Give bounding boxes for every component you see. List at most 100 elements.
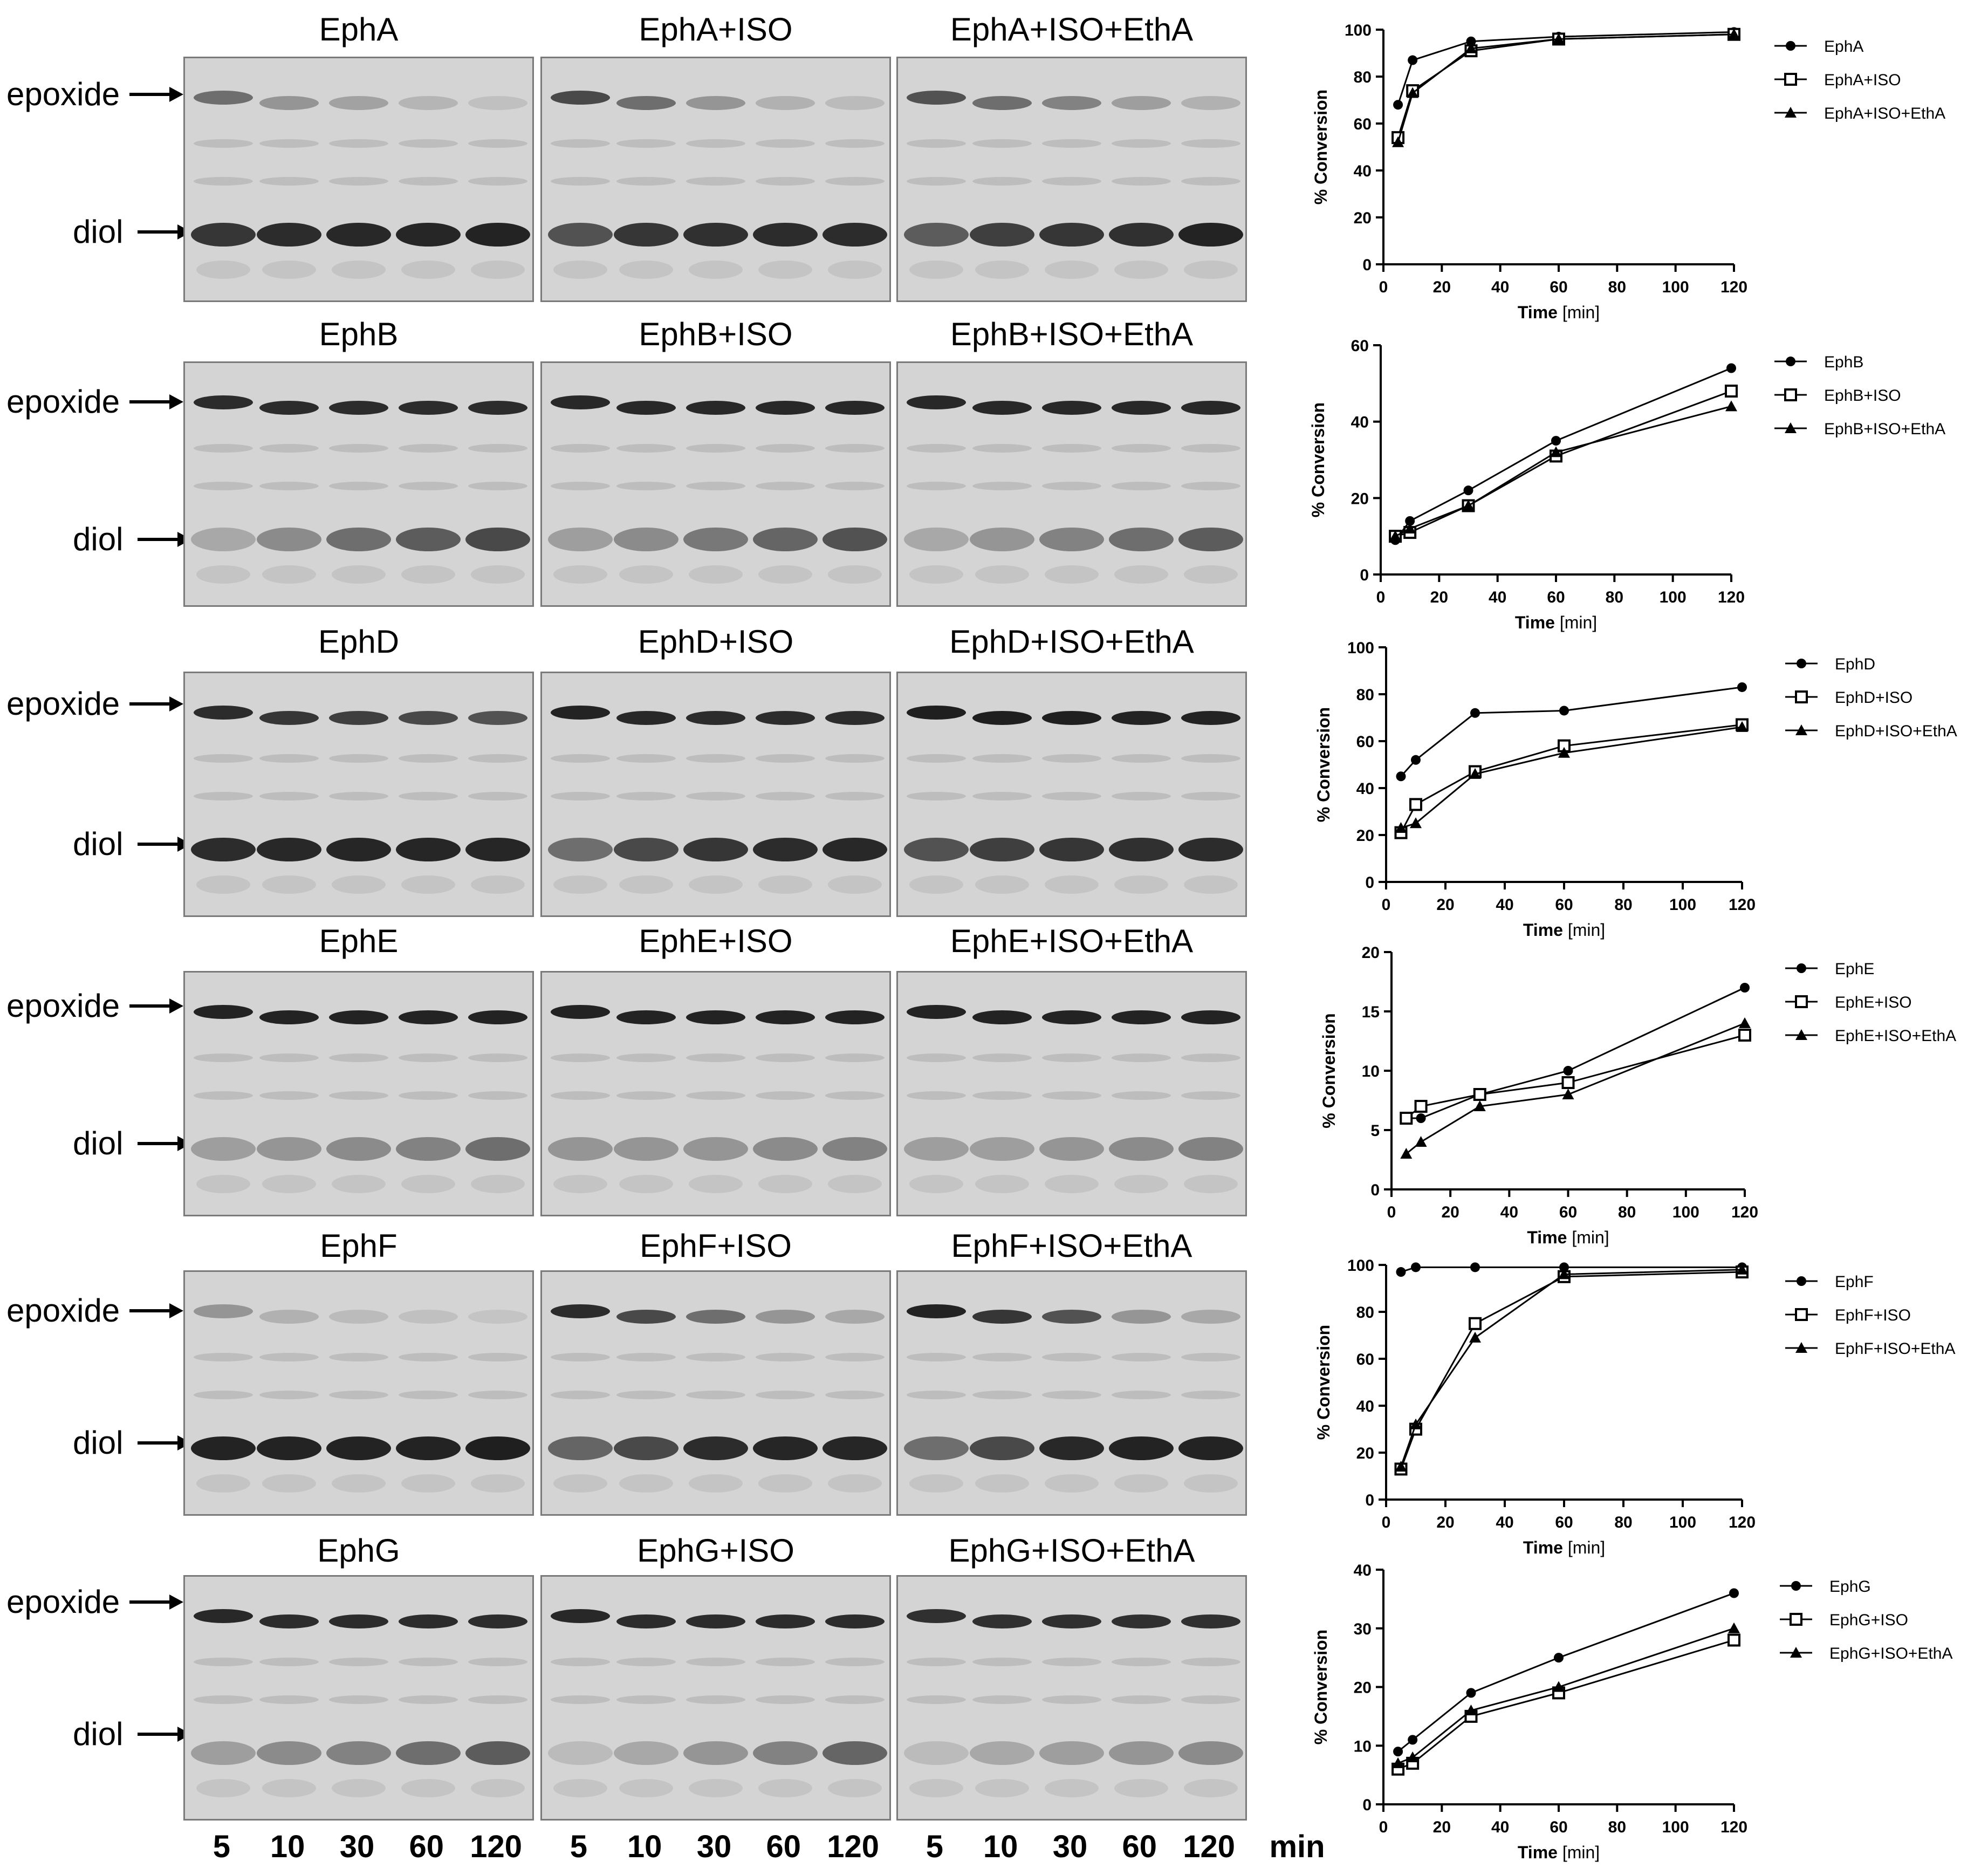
faint-band [972,482,1032,490]
origin-band [1183,1779,1238,1797]
faint-band [550,1391,610,1399]
faint-band [468,1695,527,1704]
epoxide-band [906,395,966,409]
series-EphE+ISO [1400,1029,1751,1125]
origin-band [401,1779,455,1797]
faint-band [616,1053,676,1062]
gel-title: EphD+ISO [637,624,794,660]
y-tick-label: 40 [1356,780,1374,798]
x-tick-label: 40 [1496,896,1513,914]
faint-band [468,177,527,186]
x-tick-label: 40 [1489,588,1506,606]
diol-band [190,528,256,551]
x-tick-label: 60 [1559,1203,1577,1221]
faint-band [755,1353,815,1361]
faint-band [616,1695,676,1704]
diol-band [395,838,461,861]
faint-band [825,1658,885,1666]
faint-band [193,1091,253,1100]
data-point [1393,100,1403,110]
epoxide-band [972,711,1032,725]
diol-band [1178,223,1243,247]
x-axis-label: Time [min] [1527,1228,1609,1247]
faint-band [1042,1658,1101,1666]
y-tick-label: 10 [1354,1737,1372,1755]
diol-band [822,1137,887,1161]
faint-band [616,139,676,148]
epoxide-band [1111,1614,1171,1628]
faint-band [972,754,1032,763]
origin-band [909,565,963,584]
faint-band [329,482,388,490]
series-EphA+ISO [1391,28,1740,145]
y-tick-label: 30 [1354,1620,1372,1638]
data-point [1410,817,1422,829]
data-point [1725,400,1737,412]
faint-band [398,1091,458,1100]
faint-band [329,1391,388,1399]
faint-band [686,1695,745,1704]
diol-band [547,528,613,551]
origin-band [196,875,250,894]
origin-band [689,1175,743,1193]
data-point [1561,1076,1575,1089]
series-EphE+ISO+EthA [1400,1017,1751,1159]
lane-time-label: 10 [983,1829,1018,1864]
epoxide-band [1111,96,1171,110]
epoxide-band [259,401,319,415]
faint-band [755,177,815,186]
diol-band [752,1436,818,1460]
epoxide-arrow-icon [129,1595,183,1610]
faint-band [1111,1053,1171,1062]
data-point [1411,1262,1421,1272]
origin-band [619,1175,674,1193]
faint-band [686,1091,745,1100]
faint-band [259,444,319,453]
data-point [1414,1100,1428,1113]
diol-band [465,223,530,247]
epoxide-band [755,1310,815,1324]
gel-panel [896,1270,1247,1516]
epoxide-band [398,1310,458,1324]
y-tick-label: 20 [1354,1679,1372,1697]
origin-band [1114,875,1168,894]
faint-band [906,482,966,490]
diol-band [465,838,530,861]
gel-panel [540,672,891,917]
series-line [1406,1022,1745,1155]
epoxide-band [259,96,319,110]
x-axis-label: Time [min] [1518,1843,1600,1862]
faint-band [398,482,458,490]
x-tick-label: 0 [1382,1514,1391,1531]
faint-band [468,1353,527,1361]
gel-panel [183,1270,534,1516]
faint-band [398,1353,458,1361]
faint-band [972,139,1032,148]
epoxide-band [906,706,966,720]
legend-entry: EphG [1780,1578,1871,1596]
data-point [1395,822,1407,833]
data-point [1727,1633,1740,1647]
gel-panel [183,971,534,1216]
conversion-chart: 0 20 40 60 80 100 120 0 20 40 60 80 100 Time [min] % C… [1314,1257,1955,1557]
origin-band [470,261,525,279]
diol-band [970,838,1035,861]
series-line [1397,33,1735,138]
diol-label: diol [73,521,124,557]
faint-band [755,1658,815,1666]
epoxide-band [686,96,745,110]
data-point [1553,1681,1565,1692]
series-line [1397,31,1735,105]
x-tick-label: 60 [1555,1514,1573,1531]
legend-label: EphF [1835,1273,1874,1291]
faint-band [329,444,388,453]
faint-band [398,177,458,186]
origin-band [975,1474,1030,1493]
x-tick-label: 120 [1729,896,1756,914]
epoxide-band [550,1304,610,1318]
x-axis-label: Time [min] [1515,613,1597,632]
y-tick-label: 20 [1362,944,1380,962]
diol-band [1178,1436,1243,1460]
legend-entry: EphD [1785,655,1875,673]
diol-band [465,1741,530,1765]
